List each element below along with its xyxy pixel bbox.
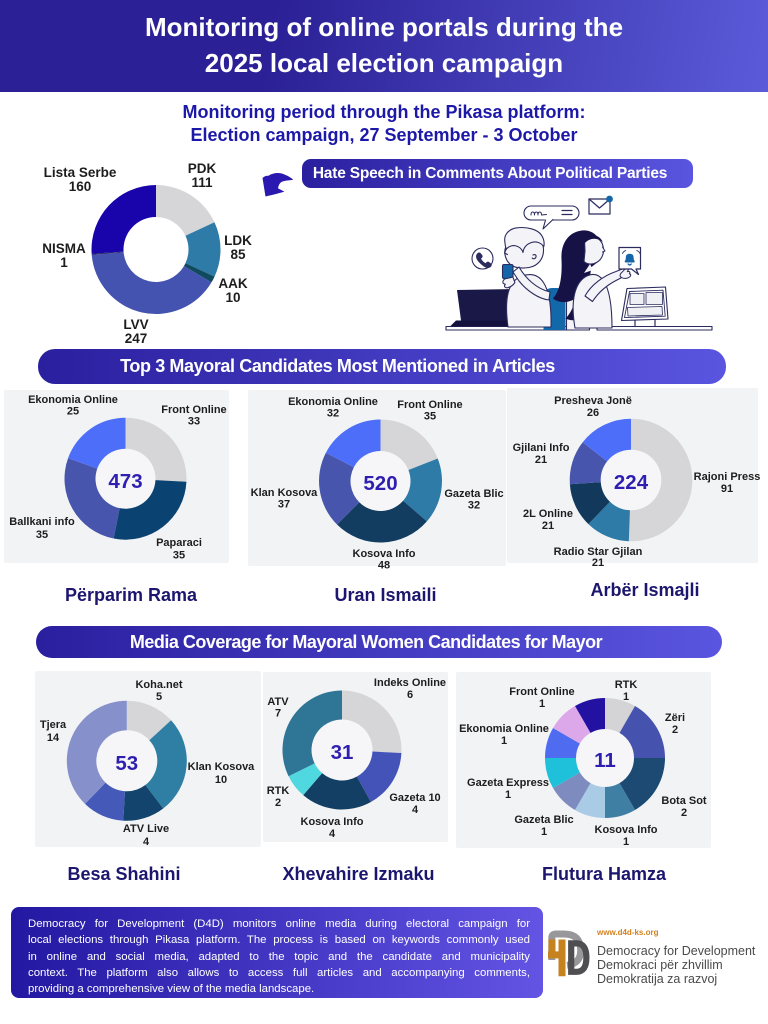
svg-text:1: 1	[501, 735, 507, 747]
svg-text:10: 10	[225, 290, 240, 305]
svg-text:6: 6	[407, 689, 413, 701]
svg-text:247: 247	[125, 331, 148, 346]
svg-text:RTK: RTK	[267, 785, 290, 797]
svg-text:2: 2	[275, 797, 281, 809]
svg-text:ATV: ATV	[267, 696, 289, 708]
svg-text:25: 25	[67, 406, 79, 418]
svg-text:Lista Serbe: Lista Serbe	[44, 165, 117, 180]
svg-text:1: 1	[505, 789, 511, 801]
svg-text:Klan Kosova: Klan Kosova	[251, 487, 319, 499]
svg-text:48: 48	[378, 560, 390, 572]
svg-text:Front Online: Front Online	[509, 686, 574, 698]
svg-text:32: 32	[468, 500, 480, 512]
svg-text:Kosova Info: Kosova Info	[353, 548, 416, 560]
svg-text:RTK: RTK	[615, 679, 638, 691]
svg-text:ATV Live: ATV Live	[123, 823, 169, 835]
svg-text:Indeks Online: Indeks Online	[374, 677, 446, 689]
svg-text:11: 11	[594, 749, 616, 772]
svg-text:1: 1	[60, 255, 68, 270]
svg-text:Besa Shahini: Besa Shahini	[67, 864, 180, 884]
svg-text:Ballkani info: Ballkani info	[9, 516, 75, 528]
svg-text:PDK: PDK	[188, 161, 217, 176]
svg-text:1: 1	[623, 836, 629, 848]
svg-text:4: 4	[143, 836, 150, 848]
svg-text:Ekonomia Online: Ekonomia Online	[288, 396, 378, 408]
svg-text:10: 10	[215, 774, 227, 786]
svg-text:Tjera: Tjera	[40, 719, 67, 731]
svg-text:1: 1	[539, 698, 545, 710]
svg-text:Kosova Info: Kosova Info	[595, 824, 658, 836]
svg-text:Radio Star Gjilan: Radio Star Gjilan	[554, 546, 643, 558]
svg-text:1: 1	[623, 691, 629, 703]
svg-text:473: 473	[108, 470, 142, 493]
svg-text:LVV: LVV	[123, 317, 148, 332]
svg-text:Gjilani Info: Gjilani Info	[513, 442, 570, 454]
svg-text:91: 91	[721, 483, 733, 495]
svg-text:35: 35	[36, 529, 48, 541]
svg-text:31: 31	[331, 741, 354, 764]
svg-text:26: 26	[587, 407, 599, 419]
svg-text:21: 21	[535, 454, 547, 466]
svg-text:Ekonomia Online: Ekonomia Online	[459, 723, 549, 735]
svg-text:2: 2	[681, 807, 687, 819]
svg-text:224: 224	[614, 471, 649, 494]
svg-text:Gazeta 10: Gazeta 10	[389, 792, 440, 804]
svg-text:53: 53	[115, 752, 138, 775]
svg-text:Klan Kosova: Klan Kosova	[188, 761, 256, 773]
svg-text:7: 7	[275, 708, 281, 720]
svg-text:111: 111	[191, 175, 213, 190]
svg-text:4: 4	[412, 804, 419, 816]
svg-text:1: 1	[541, 826, 547, 838]
svg-text:37: 37	[278, 499, 290, 511]
svg-text:Front Online: Front Online	[161, 404, 226, 416]
svg-text:520: 520	[363, 472, 397, 495]
svg-text:Presheva Jonë: Presheva Jonë	[554, 395, 632, 407]
svg-text:160: 160	[69, 179, 92, 194]
svg-text:Zëri: Zëri	[665, 712, 685, 724]
svg-text:32: 32	[327, 408, 339, 420]
svg-text:Gazeta Blic: Gazeta Blic	[444, 488, 503, 500]
svg-text:33: 33	[188, 416, 200, 428]
svg-text:Front Online: Front Online	[397, 399, 462, 411]
svg-text:NISMA: NISMA	[42, 241, 86, 256]
svg-text:Përparim Rama: Përparim Rama	[65, 585, 198, 605]
svg-text:Bota Sot: Bota Sot	[661, 795, 707, 807]
svg-text:AAK: AAK	[218, 276, 247, 291]
svg-text:Kosova Info: Kosova Info	[301, 816, 364, 828]
svg-text:85: 85	[230, 247, 246, 262]
svg-text:LDK: LDK	[224, 233, 252, 248]
svg-text:14: 14	[47, 732, 60, 744]
svg-text:Xhevahire Izmaku: Xhevahire Izmaku	[282, 864, 434, 884]
svg-text:Paparaci: Paparaci	[156, 537, 202, 549]
svg-text:5: 5	[156, 691, 162, 703]
svg-text:Flutura Hamza: Flutura Hamza	[542, 864, 667, 884]
svg-text:Uran Ismaili: Uran Ismaili	[334, 585, 436, 605]
svg-text:21: 21	[542, 520, 554, 532]
svg-text:Rajoni Press: Rajoni Press	[694, 471, 761, 483]
svg-text:4: 4	[329, 828, 336, 840]
svg-text:35: 35	[424, 411, 436, 423]
svg-text:21: 21	[592, 557, 604, 569]
svg-text:Gazeta Blic: Gazeta Blic	[514, 814, 573, 826]
svg-text:Koha.net: Koha.net	[135, 679, 182, 691]
svg-text:Gazeta Express: Gazeta Express	[467, 777, 549, 789]
svg-text:35: 35	[173, 550, 185, 562]
svg-text:Arbër Ismajli: Arbër Ismajli	[590, 580, 699, 600]
svg-text:2: 2	[672, 724, 678, 736]
svg-text:Ekonomia Online: Ekonomia Online	[28, 394, 118, 406]
svg-text:2L Online: 2L Online	[523, 508, 573, 520]
